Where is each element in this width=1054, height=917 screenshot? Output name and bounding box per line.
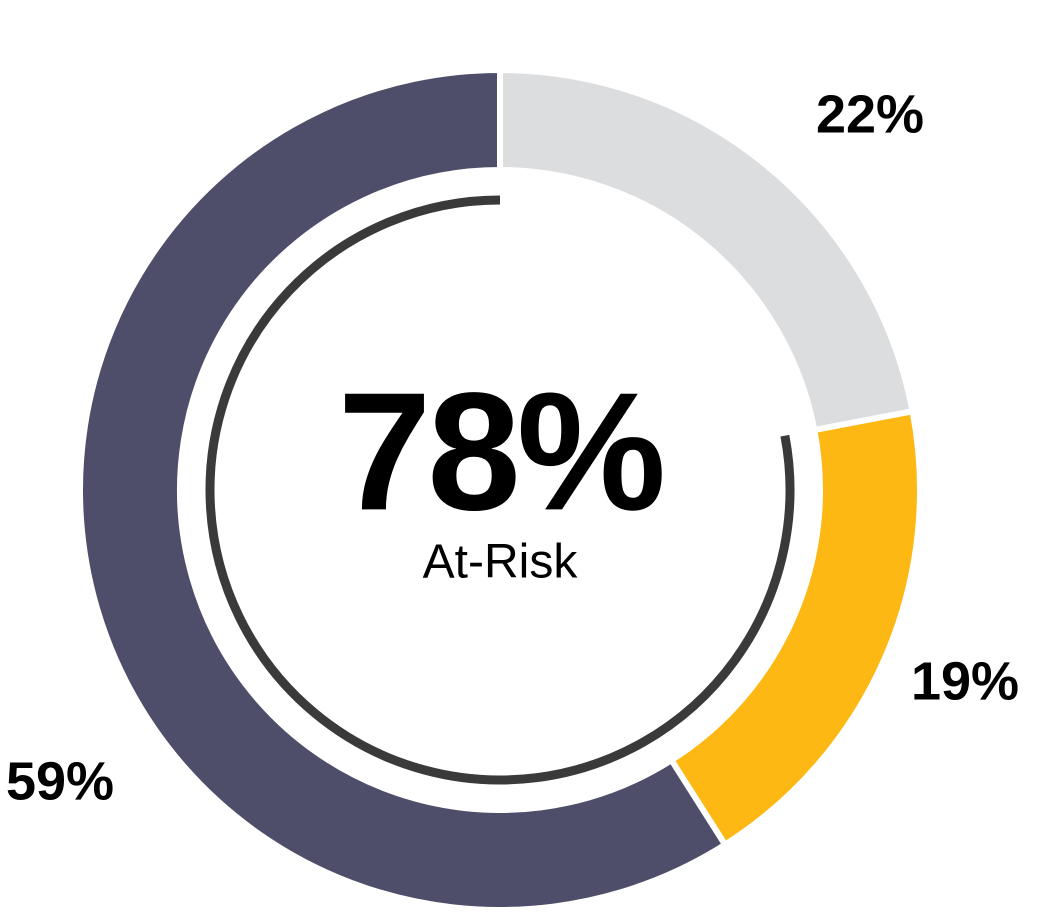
donut-slice	[667, 407, 923, 849]
center-value: 78%	[338, 357, 662, 545]
slice-label: 19%	[911, 651, 1019, 711]
slice-label: 22%	[816, 84, 924, 144]
donut-slice	[77, 66, 730, 913]
center-arc	[205, 195, 795, 785]
center-caption: At-Risk	[423, 536, 579, 589]
slice-label: 59%	[6, 751, 114, 811]
